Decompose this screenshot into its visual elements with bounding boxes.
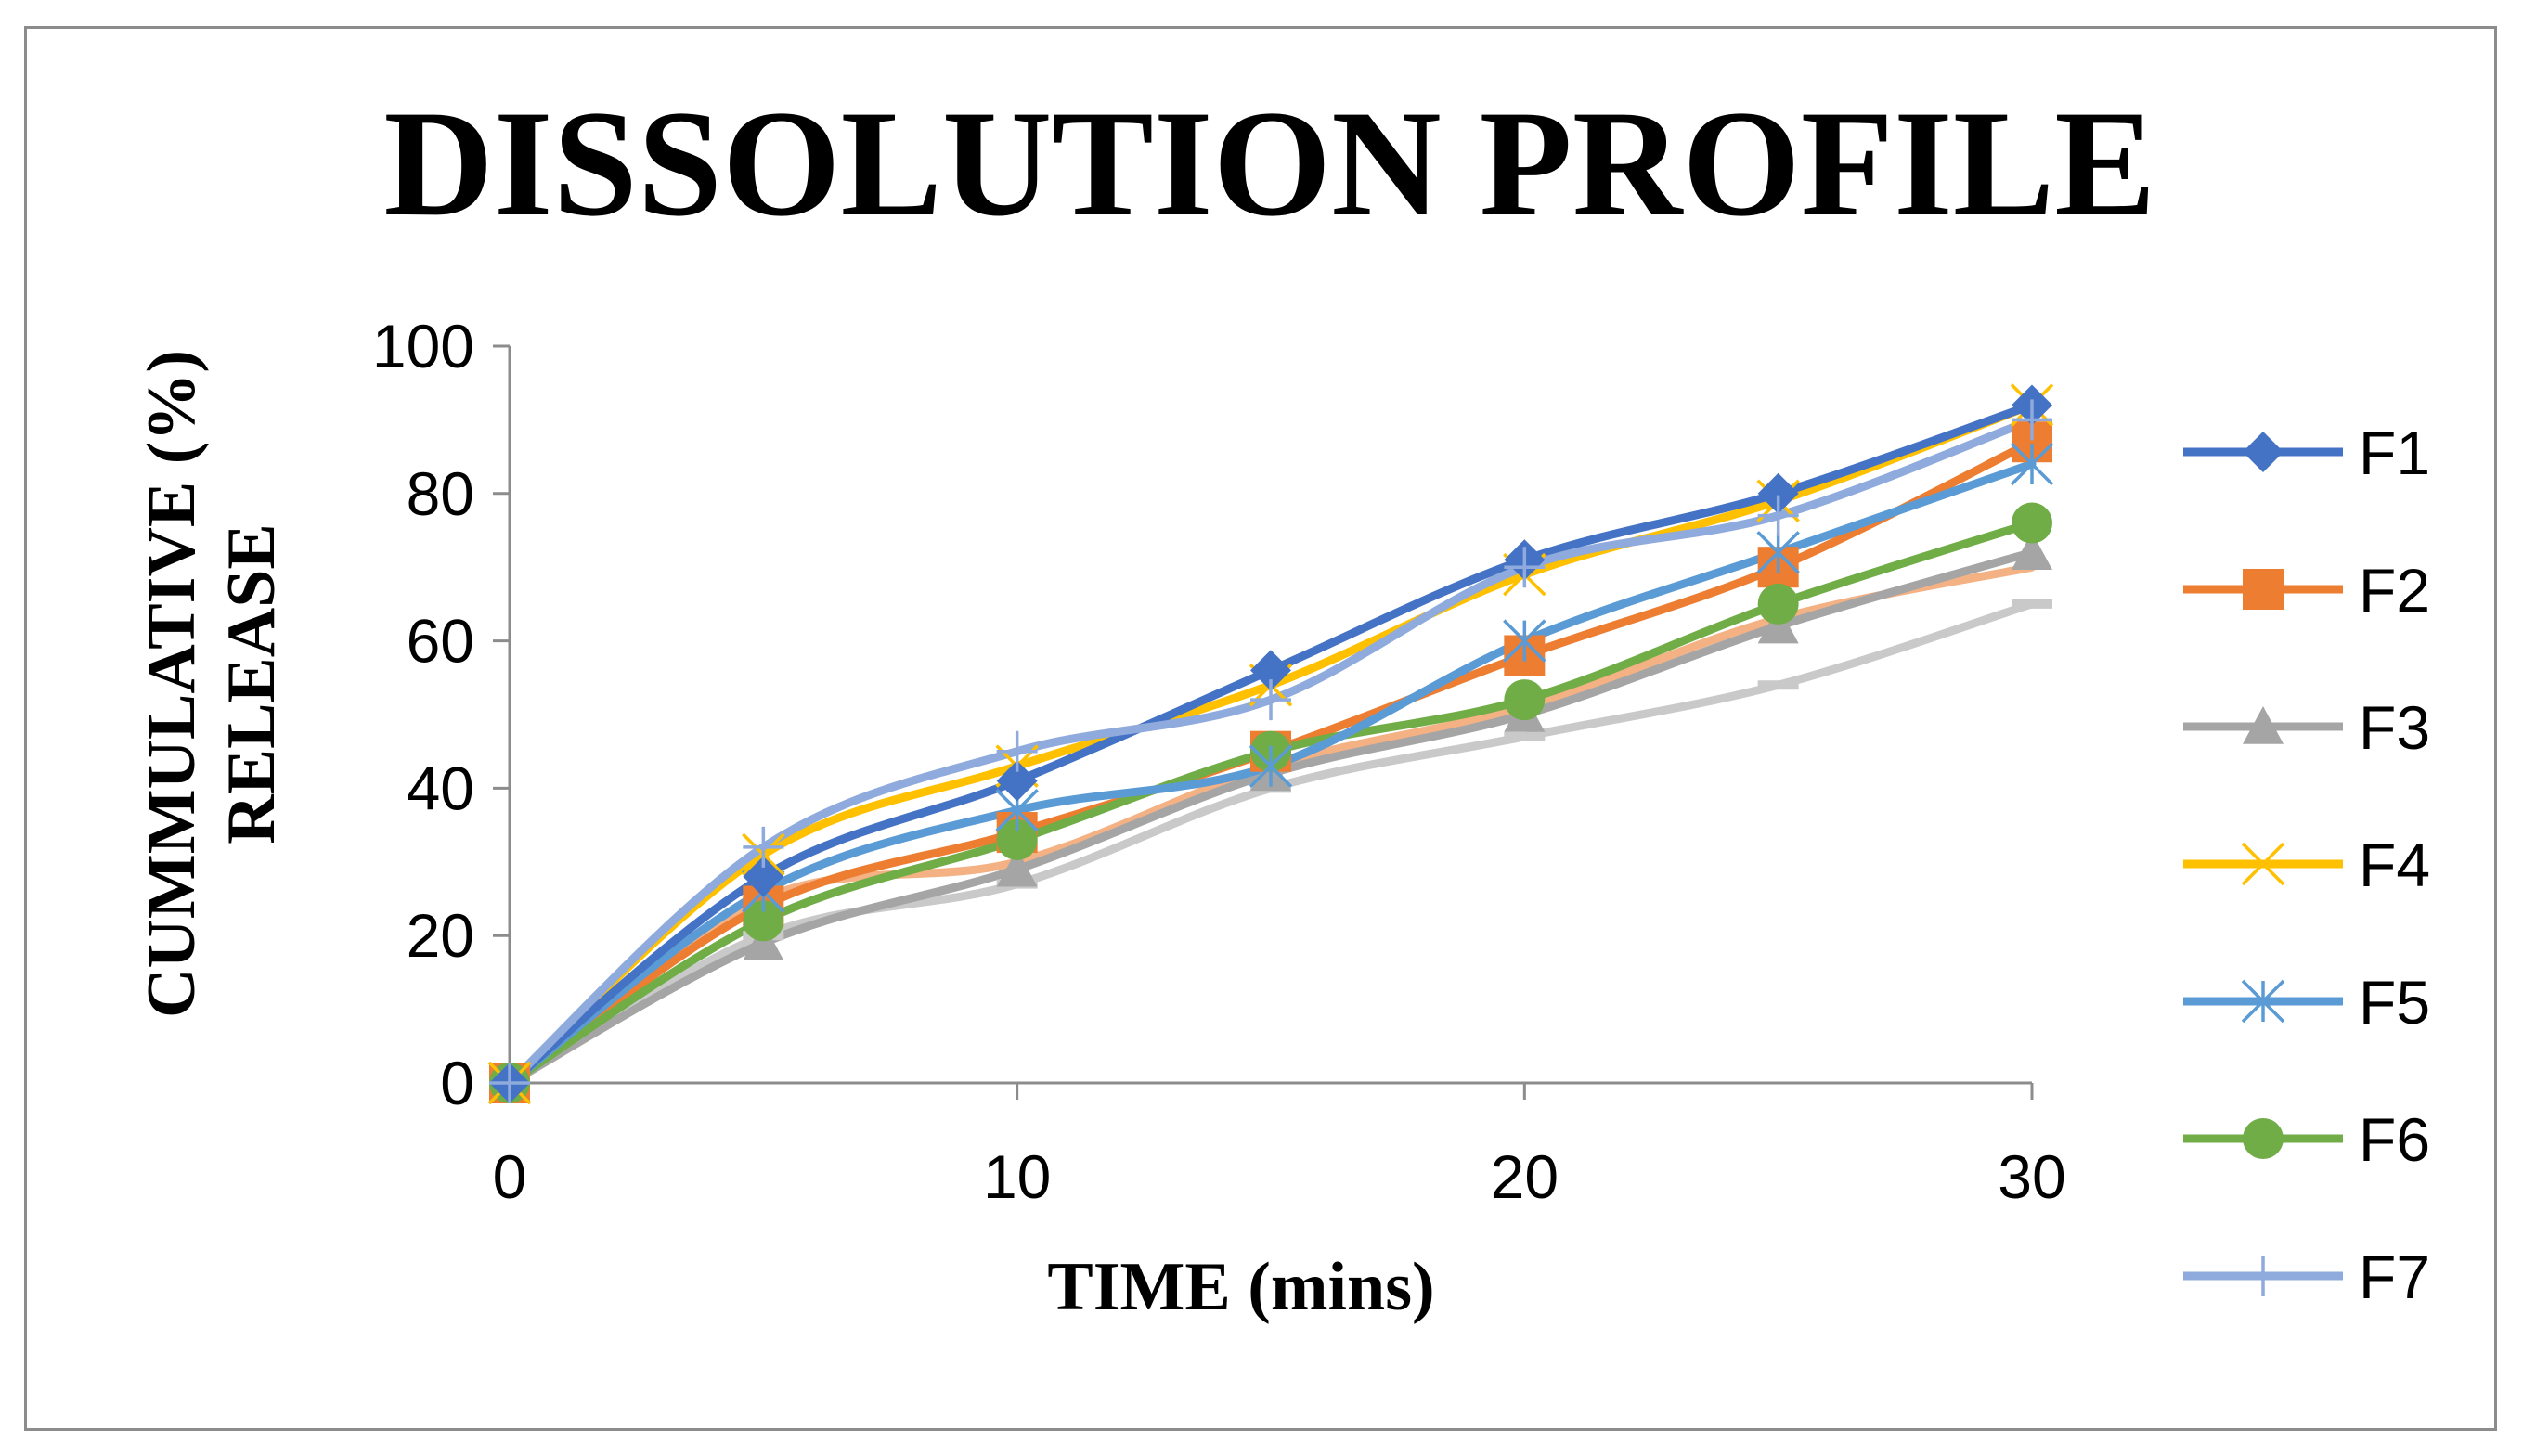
y-tick-label: 80	[407, 459, 474, 528]
data-point-f7	[2012, 399, 2052, 441]
y-tick-label: 0	[440, 1049, 474, 1117]
data-point-f3	[743, 922, 784, 960]
y-tick-label: 40	[407, 754, 474, 822]
legend-label-f4: F4	[2359, 831, 2430, 899]
y-tick-label: 100	[372, 312, 474, 380]
data-point-f7	[1250, 679, 1291, 721]
data-point-f6	[1757, 583, 1799, 625]
data-point-f6	[996, 818, 1038, 860]
legend-label-f6: F6	[2359, 1105, 2430, 1174]
legend-marker-f5	[2241, 979, 2285, 1024]
legend-label-f1: F1	[2359, 419, 2430, 487]
data-point-f7	[743, 826, 784, 868]
chart-title: DISSOLUTION PROFILE	[383, 80, 2155, 248]
data-point-f7	[1504, 547, 1546, 588]
data-point-f3	[1757, 605, 1799, 644]
legend: F1 F2 F3 F4 F5 F6 F7	[2183, 419, 2430, 1311]
y-tick-label: 20	[407, 901, 474, 970]
data-point-f5	[2010, 442, 2054, 486]
legend-label-f2: F2	[2359, 556, 2430, 625]
series-line-unlabeled-7	[505, 562, 2037, 1088]
plot-markers	[487, 383, 2054, 1105]
legend-label-f5: F5	[2359, 968, 2430, 1037]
legend-marker-f1	[2243, 432, 2284, 472]
chart-frame: DISSOLUTION PROFILE 0 20 40 60 80 100 0 10 20 30 …	[24, 26, 2497, 1431]
data-point-f3	[996, 848, 1038, 887]
data-point-f5	[1503, 619, 1546, 663]
data-point-f1	[996, 760, 1038, 802]
data-point-f6	[743, 900, 784, 942]
y-axis-title-line-1: CUMMULATIVE (%)	[134, 350, 210, 1018]
y-axis-title: CUMMULATIVE (%) RELEASE	[134, 350, 290, 1018]
x-tick-label: 0	[493, 1142, 527, 1211]
x-tick-label: 10	[983, 1142, 1051, 1211]
x-axis-title: TIME (mins)	[1047, 1249, 1434, 1325]
legend-marker-f7	[2243, 1256, 2284, 1296]
x-tick-label: 30	[1998, 1142, 2065, 1211]
series-line-f6	[505, 519, 2037, 1088]
legend-label-f7: F7	[2359, 1243, 2430, 1311]
data-point-f5	[1756, 531, 1800, 574]
legend-marker-f2	[2243, 569, 2284, 610]
data-point-f1	[1757, 472, 1799, 514]
data-point-f7	[489, 1063, 530, 1103]
data-point-f1	[1250, 650, 1291, 691]
plot-axes: 0 20 40 60 80 100 0 10 20 30	[372, 312, 2066, 1211]
legend-label-f3: F3	[2359, 693, 2430, 762]
data-point-f7	[996, 730, 1038, 772]
data-point-f3	[2012, 532, 2052, 571]
legend-marker-f4	[2241, 842, 2285, 886]
data-point-f7	[1757, 495, 1799, 536]
data-point-f1	[743, 856, 784, 897]
legend-marker-f6	[2243, 1118, 2284, 1159]
data-point-f6	[2012, 502, 2052, 544]
legend-marker-f3	[2243, 706, 2284, 744]
x-tick-label: 20	[1491, 1142, 1559, 1211]
y-axis-title-line-2: RELEASE	[213, 523, 290, 844]
data-point-f5	[1249, 744, 1293, 788]
y-tick-label: 60	[407, 607, 474, 676]
data-point-f6	[1504, 679, 1546, 721]
series-line-f3	[505, 548, 2037, 1088]
